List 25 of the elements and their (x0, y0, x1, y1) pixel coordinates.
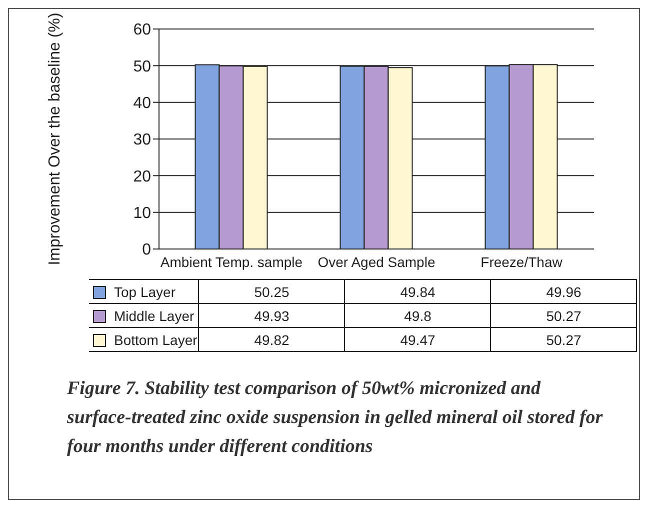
legend-label: Middle Layer (89, 304, 199, 328)
data-label: 50.27 (490, 328, 637, 352)
data-label: 49.82 (198, 328, 345, 352)
legend-label: Bottom Layer (89, 328, 199, 352)
y-axis-title: Improvement Over the baseline (%) (46, 12, 64, 266)
y-tick-label: 50 (133, 58, 152, 76)
y-tick-label: 20 (133, 168, 152, 186)
data-label: 49.96 (490, 280, 637, 304)
data-label: 50.25 (198, 280, 345, 304)
data-label: 49.8 (344, 304, 491, 328)
y-tick-label: 0 (142, 242, 152, 259)
data-label: 49.47 (344, 328, 491, 352)
data-label: 49.84 (344, 280, 491, 304)
x-tick-label: Ambient Temp. sample (160, 254, 303, 270)
figure-frame: Ambient Temp. sample Over Aged Sample Freeze/Thaw 0 10 20 30 40 50 60 Improvement Over the baseline (%) Top Layer 50.25 49.84 49.96 Middle Layer 49.93 49.8 50.27 Bottom Layer 49.82 49.47 50.27 Figure 7. Stability test comparison of 50wt% micronized and surface-treated zinc oxide suspension in gelled mineral oil stored for four months under different conditions (8, 8, 640, 500)
y-tick-label: 60 (133, 22, 152, 39)
x-tick-label: Freeze/Thaw (480, 254, 564, 270)
x-tick-label: Over Aged Sample (318, 254, 436, 270)
y-tick-label: 10 (133, 205, 152, 222)
y-tick-label: 40 (133, 95, 152, 112)
data-label: 49.93 (198, 304, 345, 328)
legend-label: Top Layer (89, 280, 199, 304)
data-label: 50.27 (490, 304, 637, 328)
y-tick-label: 30 (133, 132, 152, 149)
caption: Figure 7. Stability test comparison of 50wt% micronized and surface-treated zinc oxide suspension in gelled mineral oil stored for four months under different conditions (67, 377, 604, 459)
